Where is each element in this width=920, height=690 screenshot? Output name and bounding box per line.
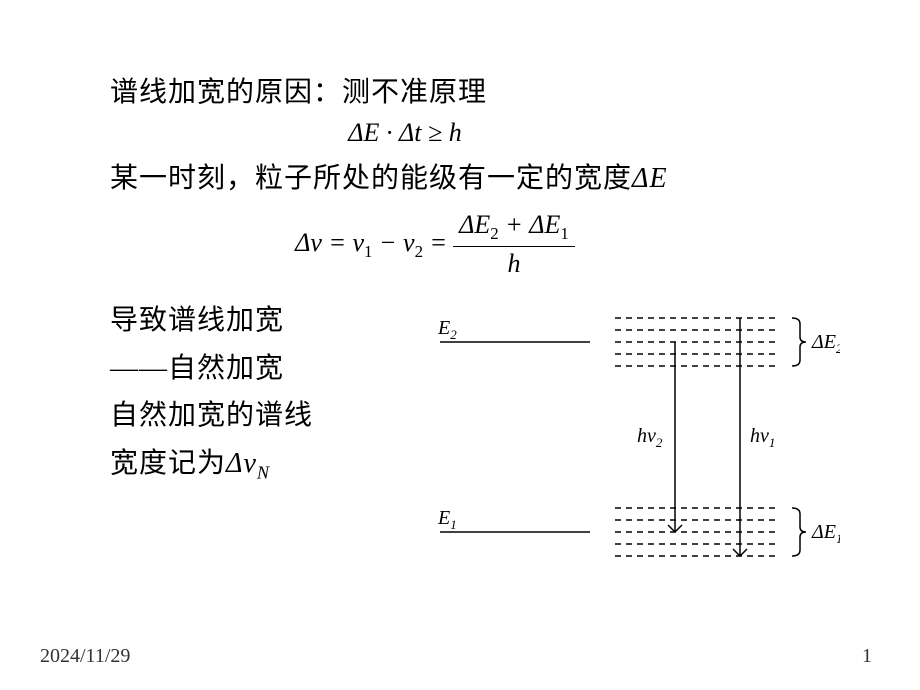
line6-delta: Δ — [226, 448, 243, 479]
eq2-denominator: h — [507, 247, 520, 279]
line6-text: 宽度记为 — [110, 448, 226, 479]
eq2-num-sub1: 2 — [490, 224, 498, 243]
line6-nu: ν — [243, 448, 256, 479]
line2-text: 某一时刻，粒子所处的能级有一定的宽度 — [110, 163, 632, 194]
eq2-dnu: Δν = ν — [295, 228, 364, 257]
eq2-sub2: 2 — [415, 242, 423, 261]
equation-deltanu: Δν = ν1 − ν2 = ΔE2 + ΔE1 h — [50, 210, 820, 279]
line2-deltaE: ΔE — [632, 163, 668, 194]
eq2-numerator: ΔE2 + ΔE1 — [453, 210, 575, 247]
eq2-sub1: 1 — [364, 242, 372, 261]
svg-text:ΔE1: ΔE1 — [811, 521, 840, 546]
eq2-num-plus: + ΔE — [499, 210, 561, 239]
eq2-eq: = — [423, 228, 447, 257]
svg-text:hν1: hν1 — [750, 425, 775, 450]
svg-text:hν2: hν2 — [637, 425, 663, 450]
text-line-2: 某一时刻，粒子所处的能级有一定的宽度ΔE — [110, 156, 820, 196]
lower-row: 导致谱线加宽 ——自然加宽 自然加宽的谱线 宽度记为ΔνN E2 E1 hν2 hν1… — [110, 297, 820, 577]
footer-page: 1 — [862, 645, 872, 668]
eq2-num-dE2: ΔE — [459, 210, 490, 239]
footer-date: 2024/11/29 — [40, 645, 130, 668]
slide-content: 谱线加宽的原因：测不准原理 ΔE · Δt ≥ h 某一时刻，粒子所处的能级有一… — [0, 0, 920, 577]
text-line-1: 谱线加宽的原因：测不准原理 — [110, 70, 820, 110]
text-line-3: 导致谱线加宽 — [110, 297, 390, 345]
eq2-minus: − ν — [373, 228, 415, 257]
text-line-6: 宽度记为ΔνN — [110, 440, 390, 489]
left-text-block: 导致谱线加宽 ——自然加宽 自然加宽的谱线 宽度记为ΔνN — [110, 297, 390, 577]
eq2-lhs: Δν = ν1 − ν2 = — [295, 228, 447, 262]
svg-text:E1: E1 — [437, 507, 457, 532]
svg-text:ΔE2: ΔE2 — [811, 331, 840, 356]
eq2-num-sub2: 1 — [560, 224, 568, 243]
line6-sub: N — [257, 463, 270, 483]
text-line-4: ——自然加宽 — [110, 345, 390, 393]
text-line-5: 自然加宽的谱线 — [110, 392, 390, 440]
svg-text:E2: E2 — [437, 317, 457, 342]
equation-uncertainty: ΔE · Δt ≥ h — [0, 118, 820, 148]
diagram-svg: E2 E1 hν2 hν1 ΔE2 ΔE1 — [420, 297, 840, 577]
energy-level-diagram: E2 E1 hν2 hν1 ΔE2 ΔE1 — [420, 297, 840, 577]
eq2-fraction: ΔE2 + ΔE1 h — [453, 210, 575, 279]
